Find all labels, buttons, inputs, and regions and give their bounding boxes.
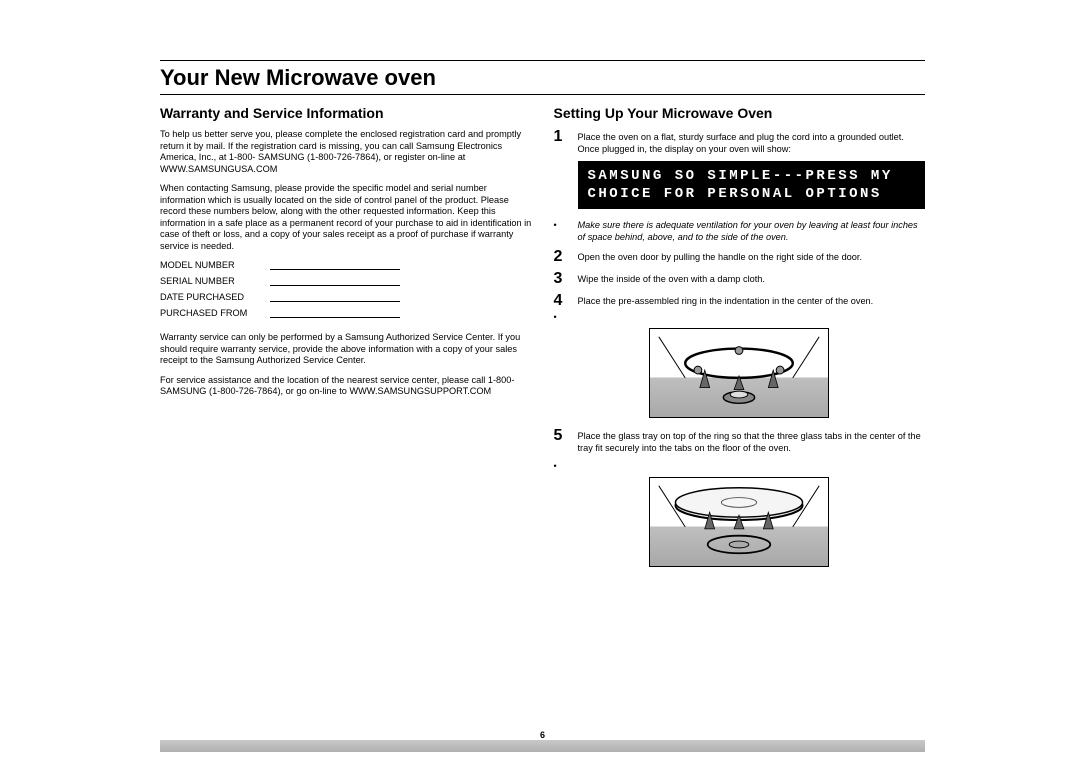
warranty-p3: Warranty service can only be performed b… [160,332,532,367]
step-num: 3 [554,271,568,287]
step-num: 4 [554,293,568,309]
field-label: MODEL NUMBER [160,260,270,270]
field-line [270,260,400,270]
setup-heading: Setting Up Your Microwave Oven [554,105,926,121]
page-shadow [160,740,925,752]
two-column-layout: Warranty and Service Information To help… [160,105,925,577]
step-text: Place the pre-assembled ring in the inde… [578,293,874,309]
field-date: DATE PURCHASED [160,292,532,302]
page-number: 6 [540,730,545,740]
right-column: Setting Up Your Microwave Oven 1 Place t… [554,105,926,577]
left-column: Warranty and Service Information To help… [160,105,532,577]
field-from: PURCHASED FROM [160,308,532,318]
warranty-p2: When contacting Samsung, please provide … [160,183,532,252]
step-text: Open the oven door by pulling the handle… [578,249,863,265]
bullet-after-4: • [554,309,926,322]
bullet-icon: • [554,309,568,322]
step-1: 1 Place the oven on a flat, sturdy surfa… [554,129,926,155]
step-num: 1 [554,129,568,155]
step-num: 5 [554,428,568,454]
field-label: DATE PURCHASED [160,292,270,302]
step-text: Wipe the inside of the oven with a damp … [578,271,765,287]
bullet-icon: • [554,217,568,243]
warranty-p1: To help us better serve you, please comp… [160,129,532,175]
field-label: PURCHASED FROM [160,308,270,318]
step-num: 2 [554,249,568,265]
manual-page: Your New Microwave oven Warranty and Ser… [160,60,925,740]
step-text: Place the glass tray on top of the ring … [578,428,926,454]
step-2: 2 Open the oven door by pulling the hand… [554,249,926,265]
field-line [270,276,400,286]
note-1: • Make sure there is adequate ventilatio… [554,217,926,243]
display-line-1: SAMSUNG SO SIMPLE---PRESS MY [588,167,916,185]
step-4: 4 Place the pre-assembled ring in the in… [554,293,926,309]
field-model: MODEL NUMBER [160,260,532,270]
field-serial: SERIAL NUMBER [160,276,532,286]
field-line [270,292,400,302]
step-5: 5 Place the glass tray on top of the rin… [554,428,926,454]
tray-illustration [649,477,829,567]
rule-top [160,60,925,61]
bullet-icon: • [554,458,568,471]
field-label: SERIAL NUMBER [160,276,270,286]
microwave-display: SAMSUNG SO SIMPLE---PRESS MY CHOICE FOR … [578,161,926,209]
page-title: Your New Microwave oven [160,65,925,91]
field-line [270,308,400,318]
warranty-p4: For service assistance and the location … [160,375,532,398]
step-3: 3 Wipe the inside of the oven with a dam… [554,271,926,287]
display-line-2: CHOICE FOR PERSONAL OPTIONS [588,185,916,203]
bullet-after-5: • [554,458,926,471]
note-text: Make sure there is adequate ventilation … [578,217,926,243]
ring-illustration [649,328,829,418]
step-text: Place the oven on a flat, sturdy surface… [578,129,926,155]
rule-mid [160,94,925,95]
warranty-heading: Warranty and Service Information [160,105,532,121]
